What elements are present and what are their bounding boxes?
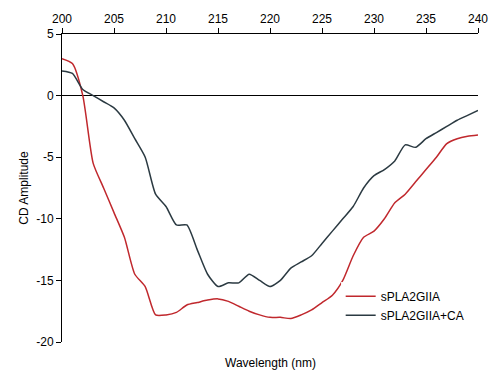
- svg-text:220: 220: [260, 12, 280, 26]
- svg-text:0: 0: [47, 89, 54, 103]
- svg-text:215: 215: [208, 12, 228, 26]
- svg-text:-20: -20: [36, 335, 54, 349]
- svg-text:-5: -5: [43, 150, 54, 164]
- svg-text:235: 235: [416, 12, 436, 26]
- svg-text:205: 205: [104, 12, 124, 26]
- svg-text:Wavelength (nm): Wavelength (nm): [225, 356, 316, 370]
- svg-text:5: 5: [47, 27, 54, 41]
- svg-text:-10: -10: [36, 212, 54, 226]
- svg-text:sPLA2GIIA: sPLA2GIIA: [381, 290, 440, 304]
- svg-text:200: 200: [52, 12, 72, 26]
- svg-text:225: 225: [312, 12, 332, 26]
- svg-text:sPLA2GIIA+CA: sPLA2GIIA+CA: [381, 309, 464, 323]
- svg-text:-15: -15: [36, 274, 54, 288]
- svg-text:240: 240: [468, 12, 488, 26]
- svg-text:CD Amplitude: CD Amplitude: [17, 151, 31, 225]
- svg-text:230: 230: [364, 12, 384, 26]
- svg-text:210: 210: [156, 12, 176, 26]
